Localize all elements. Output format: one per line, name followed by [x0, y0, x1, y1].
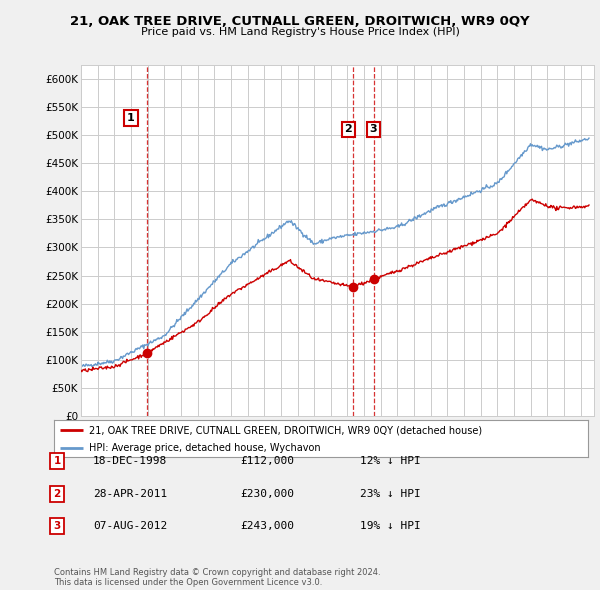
Text: 2: 2 [344, 124, 352, 135]
Text: 19% ↓ HPI: 19% ↓ HPI [360, 522, 421, 531]
Text: £112,000: £112,000 [240, 457, 294, 466]
Text: Contains HM Land Registry data © Crown copyright and database right 2024.
This d: Contains HM Land Registry data © Crown c… [54, 568, 380, 587]
Text: 28-APR-2011: 28-APR-2011 [93, 489, 167, 499]
Text: £243,000: £243,000 [240, 522, 294, 531]
Text: 1: 1 [53, 457, 61, 466]
Text: 21, OAK TREE DRIVE, CUTNALL GREEN, DROITWICH, WR9 0QY (detached house): 21, OAK TREE DRIVE, CUTNALL GREEN, DROIT… [89, 425, 482, 435]
Text: 18-DEC-1998: 18-DEC-1998 [93, 457, 167, 466]
Text: 12% ↓ HPI: 12% ↓ HPI [360, 457, 421, 466]
Text: 23% ↓ HPI: 23% ↓ HPI [360, 489, 421, 499]
Text: Price paid vs. HM Land Registry's House Price Index (HPI): Price paid vs. HM Land Registry's House … [140, 27, 460, 37]
Text: HPI: Average price, detached house, Wychavon: HPI: Average price, detached house, Wych… [89, 443, 320, 453]
Text: 2: 2 [53, 489, 61, 499]
Text: £230,000: £230,000 [240, 489, 294, 499]
Text: 3: 3 [53, 522, 61, 531]
Text: 3: 3 [370, 124, 377, 135]
Text: 1: 1 [127, 113, 135, 123]
Text: 21, OAK TREE DRIVE, CUTNALL GREEN, DROITWICH, WR9 0QY: 21, OAK TREE DRIVE, CUTNALL GREEN, DROIT… [70, 15, 530, 28]
Text: 07-AUG-2012: 07-AUG-2012 [93, 522, 167, 531]
